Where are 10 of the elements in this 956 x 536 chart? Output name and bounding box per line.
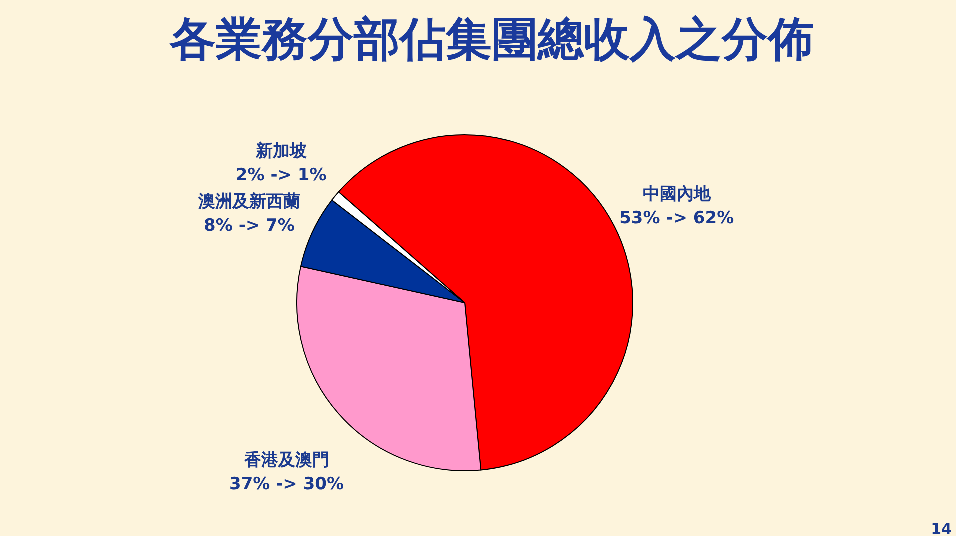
slice-label: 中國內地	[642, 184, 712, 205]
data-label: 37% -> 30%	[229, 474, 344, 495]
slice-label: 澳洲及新西蘭	[197, 192, 300, 212]
data-label: 53% -> 62%	[620, 208, 734, 229]
text: 14	[931, 520, 952, 536]
data-label: 8% -> 7%	[204, 216, 295, 236]
chart-title: 各業務分部佔集團總收入之分佈	[169, 12, 814, 66]
slice-label: 新加坡	[254, 142, 308, 162]
slice-label: 香港及澳門	[243, 450, 330, 471]
data-label: 2% -> 1%	[236, 166, 327, 186]
